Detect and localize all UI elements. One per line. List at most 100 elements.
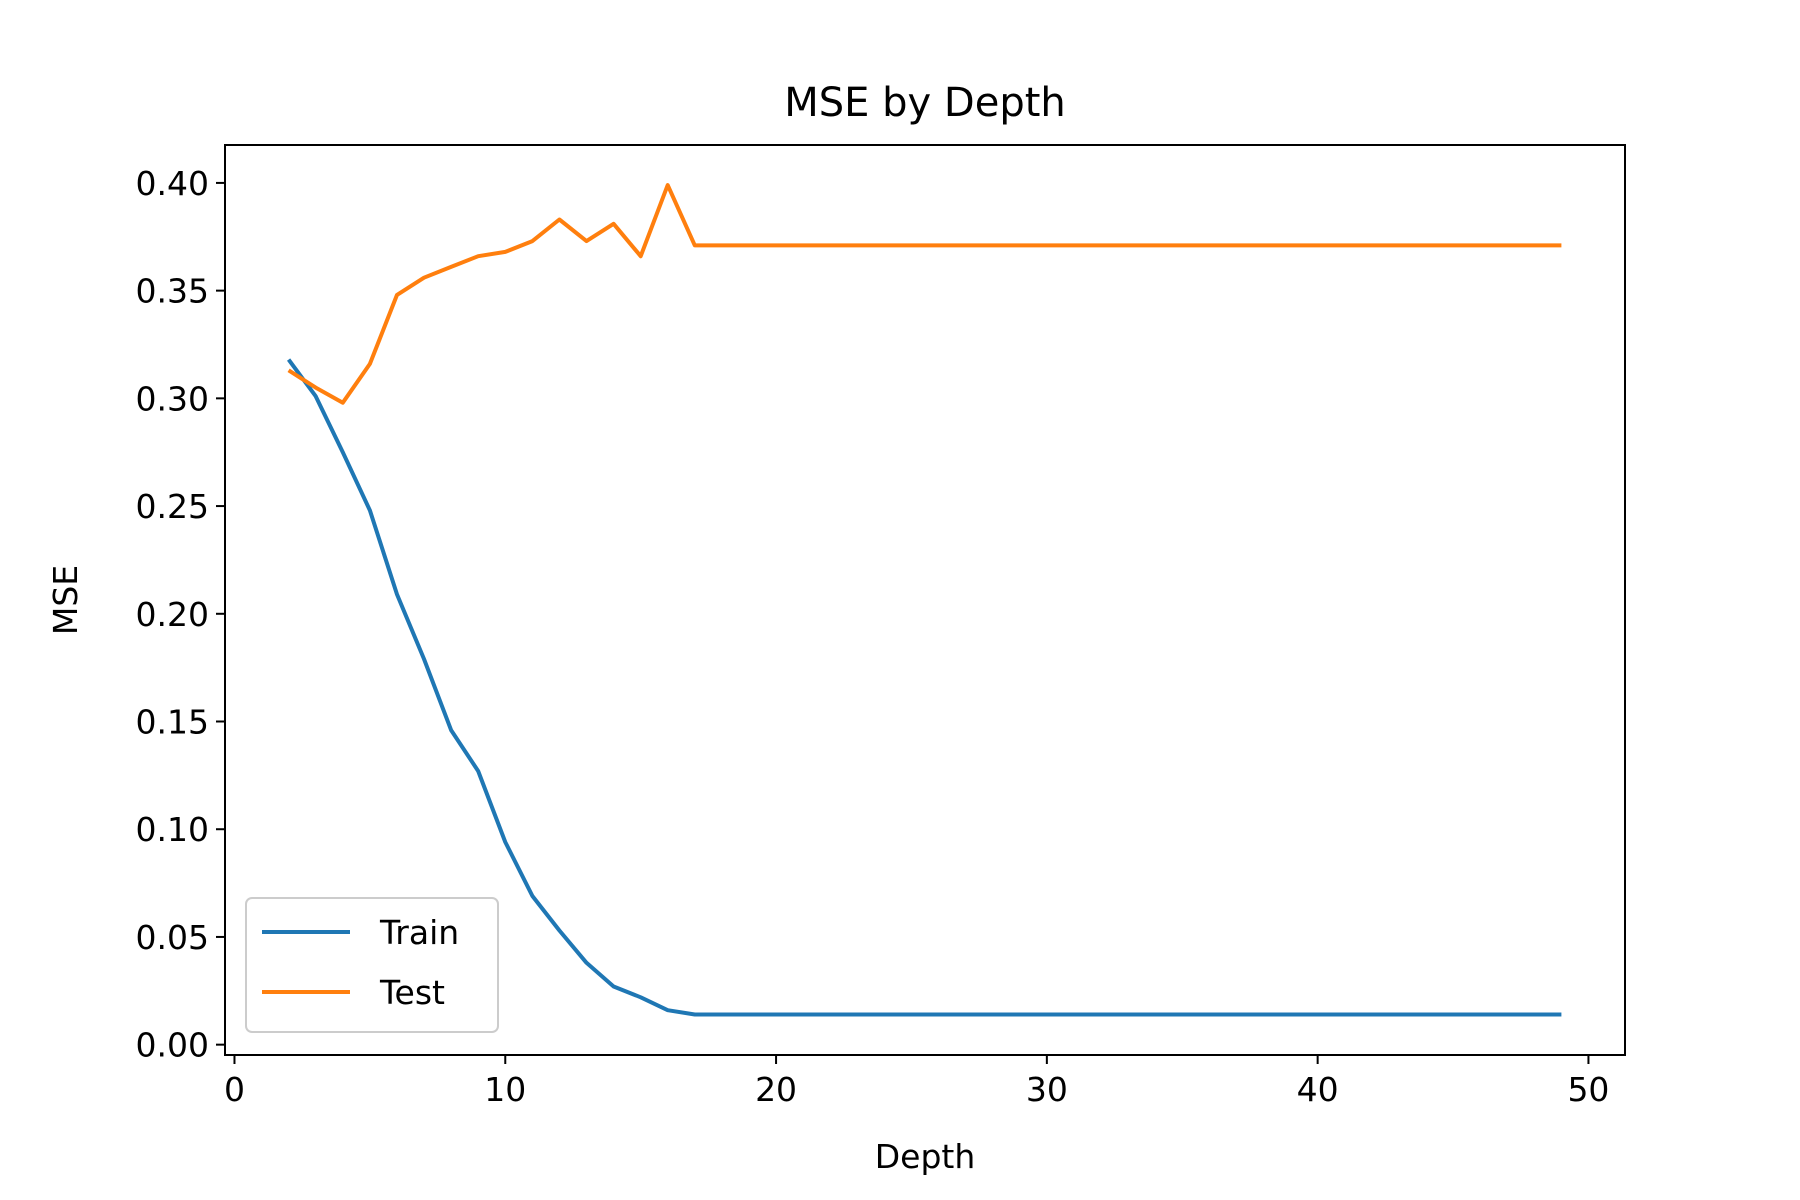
data-point-test [1534,245,1535,246]
data-point-train [1561,1014,1562,1015]
data-point-train [1290,1014,1291,1015]
data-point-test [1371,245,1372,246]
data-point-test [1344,245,1345,246]
data-point-train [721,1014,722,1015]
data-point-train [830,1014,831,1015]
data-point-train [586,962,587,963]
chart-title: MSE by Depth [784,80,1066,126]
data-point-train [1046,1014,1047,1015]
data-point-train [532,896,533,897]
y-tick-label: 0.20 [136,595,209,634]
x-tick-label: 50 [1567,1070,1609,1109]
data-point-train [505,842,506,843]
data-point-test [559,219,560,220]
x-tick-label: 40 [1297,1070,1339,1109]
data-point-train [1101,1014,1102,1015]
data-point-train [1534,1014,1535,1015]
data-point-train [1426,1014,1427,1015]
data-point-test [1453,245,1454,246]
data-point-train [1344,1014,1345,1015]
data-point-train [1263,1014,1264,1015]
data-point-test [532,241,533,242]
data-point-test [640,256,641,257]
data-point-test [1073,245,1074,246]
data-point-train [397,594,398,595]
y-tick-label: 0.40 [136,164,209,203]
data-point-train [857,1014,858,1015]
data-point-train [749,1014,750,1015]
data-point-train [1128,1014,1129,1015]
data-point-test [1317,245,1318,246]
data-point-train [369,510,370,511]
x-tick-label: 0 [224,1070,245,1109]
legend-box [245,897,499,1033]
data-point-test [911,245,912,246]
series-line-test [287,183,1562,405]
data-point-test [721,245,722,246]
data-point-train [1182,1014,1183,1015]
data-point-train [1398,1014,1399,1015]
data-point-test [505,251,506,252]
data-point-train [992,1014,993,1015]
y-tick-label: 0.30 [136,379,209,418]
data-point-train [1317,1014,1318,1015]
data-point-test [397,294,398,295]
data-point-test [369,363,370,364]
data-point-train [451,730,452,731]
data-point-test [667,185,668,186]
x-tick-label: 30 [1026,1070,1068,1109]
data-point-train [965,1014,966,1015]
data-point-train [1209,1014,1210,1015]
data-point-test [478,256,479,257]
data-point-train [911,1014,912,1015]
data-point-test [451,266,452,267]
data-point-train [640,997,641,998]
y-axis-label: MSE [46,565,85,635]
data-point-test [1290,245,1291,246]
data-point-train [342,452,343,453]
data-point-train [424,659,425,660]
data-point-test [803,245,804,246]
data-point-test [1209,245,1210,246]
legend: Train Test [245,897,499,1033]
data-point-train [776,1014,777,1015]
data-point-test [1019,245,1020,246]
data-point-test [424,277,425,278]
data-point-train [1453,1014,1454,1015]
data-point-test [1046,245,1047,246]
data-point-train [803,1014,804,1015]
data-point-test [830,245,831,246]
data-point-train [1019,1014,1020,1015]
x-tick-label: 20 [755,1070,797,1109]
data-point-train [1073,1014,1074,1015]
data-point-test [1236,245,1237,246]
data-point-train [1155,1014,1156,1015]
data-point-test [749,245,750,246]
data-point-train [938,1014,939,1015]
y-tick-label: 0.25 [136,487,209,526]
data-point-train [288,359,289,360]
data-point-test [884,245,885,246]
data-point-test [1155,245,1156,246]
data-point-test [1426,245,1427,246]
y-axis-ticks: 0.00 0.05 0.10 0.15 0.20 0.25 0.30 0.35 0.40 [136,164,225,1065]
data-point-test [1128,245,1129,246]
legend-label-train: Train [379,913,459,952]
data-point-train [559,930,560,931]
y-tick-label: 0.15 [136,703,209,742]
data-point-test [1507,245,1508,246]
data-point-test [315,387,316,388]
data-point-train [667,1010,668,1011]
x-axis-label: Depth [875,1137,976,1176]
data-point-test [992,245,993,246]
y-tick-label: 0.05 [136,918,209,957]
plot-frame [224,144,1626,1056]
data-point-test [1398,245,1399,246]
legend-label-test: Test [379,973,445,1012]
data-point-test [1263,245,1264,246]
data-point-train [315,396,316,397]
y-tick-label: 0.10 [136,810,209,849]
data-point-test [938,245,939,246]
data-point-test [857,245,858,246]
